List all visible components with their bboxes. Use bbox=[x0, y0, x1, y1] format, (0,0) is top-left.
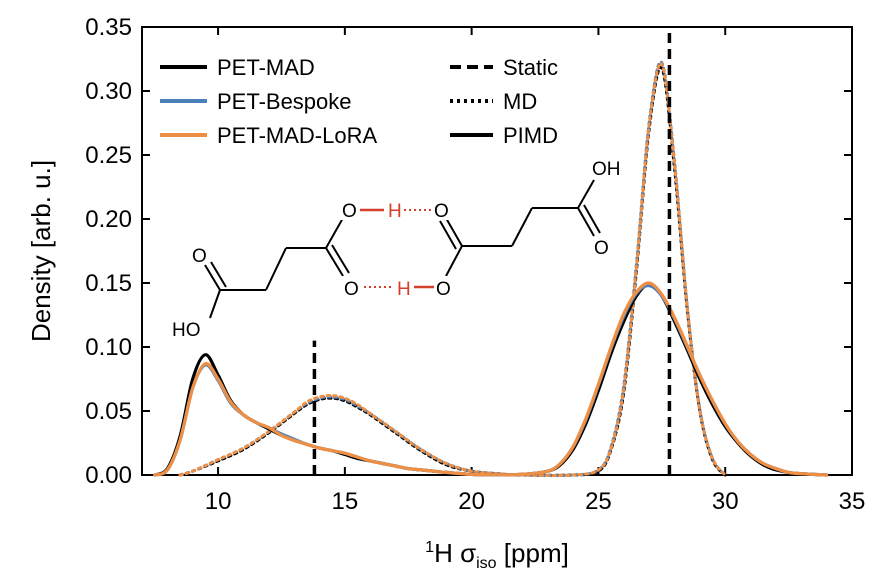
legend-label-md: MD bbox=[503, 89, 537, 114]
bond-right-cooh-c-oh bbox=[577, 179, 595, 209]
axis-ticks: 10 15 20 25 30 35 0.00 0.05 0.10 0.15 0.20 0.25 0.30… bbox=[85, 14, 865, 515]
atom-ho-left: HO bbox=[172, 320, 201, 341]
series-line-pet-mad-lora-md bbox=[178, 61, 727, 477]
bond-right-cooh-c-double-o-b bbox=[583, 204, 601, 234]
y-axis-title: Density [arb. u.] bbox=[26, 160, 56, 342]
legend-label-pet-bespoke: PET-Bespoke bbox=[217, 89, 352, 114]
x-tick-label: 20 bbox=[458, 488, 485, 515]
x-tick-label: 30 bbox=[712, 488, 739, 515]
y-tick-label: 0.20 bbox=[85, 206, 132, 233]
bond-right-cooh-c-double-o-a bbox=[577, 207, 595, 237]
series-layer bbox=[153, 60, 829, 477]
bond-left-cooh-c-o bbox=[209, 289, 221, 319]
y-tick-label: 0.05 bbox=[85, 398, 132, 425]
y-tick-label: 0.30 bbox=[85, 78, 132, 105]
atom-o-left-lower: O bbox=[344, 279, 359, 300]
legend-models: PET-MAD PET-Bespoke PET-MAD-LoRA bbox=[160, 55, 377, 148]
y-tick-label: 0.00 bbox=[85, 462, 132, 489]
legend-label-pimd: PIMD bbox=[503, 123, 558, 148]
bond-left-dimer-c-double-o-b bbox=[331, 244, 350, 274]
atom-oh-right-top: OH bbox=[592, 159, 621, 180]
bond-left-ch2-ch2 bbox=[265, 247, 287, 291]
atom-o-left-upper: O bbox=[342, 201, 357, 222]
bond-left-dimer-c-double-o-a bbox=[325, 247, 344, 277]
legend-methods: Static MD PIMD bbox=[450, 55, 558, 148]
x-tick-label: 25 bbox=[585, 488, 612, 515]
legend-label-pet-mad: PET-MAD bbox=[217, 55, 315, 80]
y-tick-label: 0.10 bbox=[85, 334, 132, 361]
molecule-inset bbox=[204, 179, 601, 319]
x-axis-title-base: H σ bbox=[434, 538, 476, 568]
atom-o-right-bottom: O bbox=[594, 238, 609, 259]
bond-right-dimer-c-o-lower bbox=[445, 245, 463, 277]
series-line-pet-mad-lora-pimd bbox=[153, 281, 829, 477]
x-axis-title-unit: [ppm] bbox=[497, 538, 569, 568]
y-tick-label: 0.15 bbox=[85, 270, 132, 297]
legend-label-pet-mad-lora: PET-MAD-LoRA bbox=[217, 123, 377, 148]
bond-left-dimer-c-o-upper bbox=[325, 217, 344, 249]
atom-o-right-upper: O bbox=[434, 201, 449, 222]
atom-o-left-top: O bbox=[192, 246, 207, 267]
x-axis-title: 1H σiso [ppm] bbox=[425, 538, 569, 572]
bond-right-dimer-c-double-o-b bbox=[439, 220, 457, 250]
molecule-labels: O H O O O H O O OH HO bbox=[172, 159, 621, 341]
x-tick-label: 35 bbox=[839, 488, 866, 515]
bond-left-c-double-o-a bbox=[204, 264, 221, 291]
x-tick-label: 15 bbox=[332, 488, 359, 515]
x-axis-title-sup: 1 bbox=[425, 539, 434, 556]
legend-label-static: Static bbox=[503, 55, 558, 80]
bond-left-c-double-o-b bbox=[210, 261, 227, 288]
bond-right-ch2-ch2 bbox=[511, 207, 533, 247]
atom-h-lower: H bbox=[397, 279, 411, 300]
x-tick-label: 10 bbox=[205, 488, 232, 515]
y-tick-label: 0.25 bbox=[85, 142, 132, 169]
atom-o-right-lower: O bbox=[436, 279, 451, 300]
atom-h-upper: H bbox=[388, 201, 402, 222]
bond-right-dimer-c-double-o-a bbox=[445, 217, 463, 247]
x-axis-title-sub: iso bbox=[476, 555, 497, 572]
y-tick-label: 0.35 bbox=[85, 14, 132, 41]
static-markers bbox=[312, 27, 672, 475]
